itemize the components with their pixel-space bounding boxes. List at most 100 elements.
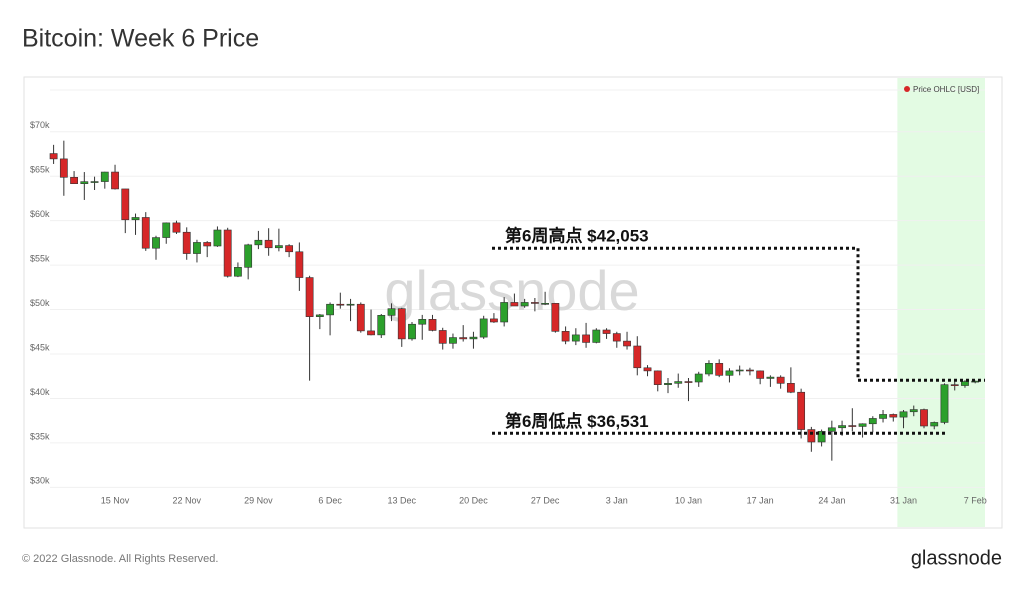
chart-title: Bitcoin: Week 6 Price xyxy=(22,25,259,53)
y-tick-label: $40k xyxy=(30,387,50,397)
candle-body xyxy=(295,251,304,278)
candle-body xyxy=(80,181,89,184)
candle-body xyxy=(346,303,355,306)
candle-body xyxy=(274,245,283,249)
x-tick-label: 15 Nov xyxy=(101,495,130,505)
candle-body xyxy=(326,303,334,316)
footer: © 2022 Glassnode. All Rights Reserved. xyxy=(22,553,218,565)
candle-body xyxy=(674,381,683,384)
candle-body xyxy=(643,367,652,372)
candle-body xyxy=(582,334,590,343)
candle-body xyxy=(848,425,857,427)
logo: glassnode xyxy=(911,547,1002,569)
candle-body xyxy=(131,217,140,221)
x-tick-label: 27 Dec xyxy=(531,495,560,505)
candle-body xyxy=(633,345,642,369)
candle-body xyxy=(961,381,969,386)
candle-body xyxy=(920,409,928,427)
candle-body xyxy=(838,425,846,429)
candle-body xyxy=(705,363,713,375)
candle-body xyxy=(418,319,427,325)
candle-body xyxy=(356,303,365,332)
x-tick-label: 10 Jan xyxy=(675,495,702,505)
candle-body xyxy=(397,308,406,340)
candle-body xyxy=(203,242,212,247)
candle-body xyxy=(408,323,416,340)
candle-body xyxy=(469,336,478,340)
watermark: glassnode xyxy=(384,259,639,322)
candle-body xyxy=(684,381,693,383)
y-tick-label: $65k xyxy=(30,165,50,175)
candle-body xyxy=(715,363,724,376)
x-tick-label: 22 Nov xyxy=(172,495,201,505)
candle-body xyxy=(193,242,201,254)
candle-body xyxy=(930,422,939,427)
candle-body xyxy=(315,314,324,317)
annotation-line xyxy=(492,246,985,382)
candle-body xyxy=(602,329,611,334)
candle-body xyxy=(612,333,621,342)
candle-body xyxy=(899,411,908,418)
candle-body xyxy=(479,318,488,338)
candle-body xyxy=(254,239,263,246)
x-tick-label: 31 Jan xyxy=(890,495,917,505)
y-tick-label: $70k xyxy=(30,120,50,130)
candle-body xyxy=(541,303,550,305)
x-tick-label: 20 Dec xyxy=(459,495,488,505)
candle-body xyxy=(776,376,785,384)
candle-body xyxy=(387,308,396,316)
candle-body xyxy=(223,229,232,277)
candle-body xyxy=(868,418,877,425)
candle-body xyxy=(653,370,662,385)
x-tick-label: 17 Jan xyxy=(747,495,774,505)
y-tick-label: $55k xyxy=(30,253,50,263)
x-tick-label: 3 Jan xyxy=(606,495,628,505)
candle-body xyxy=(59,158,68,178)
candle-body xyxy=(500,302,509,323)
candle-body xyxy=(786,383,795,393)
candle-body xyxy=(889,414,898,418)
candle-body xyxy=(530,302,539,304)
candle-body xyxy=(858,423,867,427)
candle-body xyxy=(141,217,150,249)
candle-body xyxy=(244,244,253,268)
candle-body xyxy=(694,373,703,383)
annotation-label: 第6周高点 $42,053 xyxy=(505,226,649,246)
candle-body xyxy=(152,237,160,249)
y-tick-label: $30k xyxy=(30,476,50,486)
candle-body xyxy=(817,431,826,443)
candle-body xyxy=(561,331,570,342)
candle-body xyxy=(336,303,345,306)
candle-body xyxy=(797,391,806,430)
candle-body xyxy=(735,369,744,372)
candle-body xyxy=(520,302,529,307)
candle-body xyxy=(377,315,386,336)
candle-body xyxy=(213,229,222,247)
x-tick-label: 6 Dec xyxy=(318,495,342,505)
candle-body xyxy=(746,369,754,372)
candle-body xyxy=(459,337,468,340)
candle-body xyxy=(940,384,949,423)
candle-body xyxy=(285,245,294,253)
y-tick-label: $50k xyxy=(30,298,50,308)
candle-body xyxy=(111,171,119,190)
candle-body xyxy=(90,181,99,183)
candle-body xyxy=(725,370,734,376)
candle-body xyxy=(182,231,191,254)
candle-body xyxy=(100,171,109,182)
x-tick-label: 29 Nov xyxy=(244,495,273,505)
x-tick-label: 7 Feb xyxy=(964,495,987,505)
candle-body xyxy=(449,337,457,344)
candle-body xyxy=(510,302,519,307)
candle-body xyxy=(49,153,58,160)
candle-body xyxy=(305,277,314,317)
y-tick-label: $35k xyxy=(30,431,50,441)
candle-body xyxy=(264,239,273,249)
candle-body xyxy=(807,429,816,443)
candle-body xyxy=(367,330,375,336)
candle-body xyxy=(438,330,447,344)
candle-body xyxy=(121,188,130,221)
y-tick-label: $60k xyxy=(30,209,50,219)
